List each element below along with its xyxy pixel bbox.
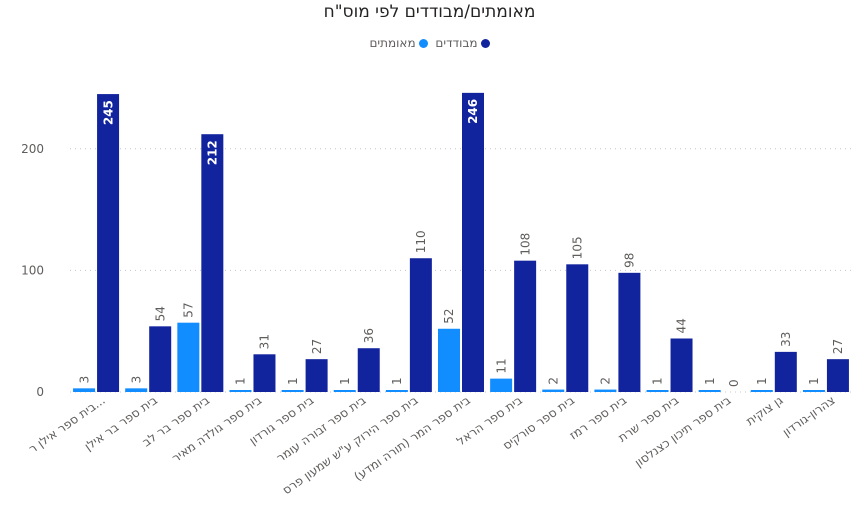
data-label: 27 [831, 339, 845, 354]
data-label: 108 [518, 233, 532, 256]
bar [253, 354, 276, 392]
bar [826, 359, 849, 392]
bar [594, 389, 617, 392]
chart-title: מאומתים/מבודדים לפי מוס"ח [323, 2, 536, 22]
bar [177, 322, 200, 392]
data-label: 1 [338, 377, 352, 385]
data-label: 1 [755, 377, 769, 385]
data-label: 57 [182, 302, 196, 317]
data-label: 1 [390, 377, 404, 385]
legend-label-isolated: מבודדים [435, 36, 478, 50]
legend-item-isolated[interactable]: מבודדים [435, 36, 490, 50]
chart-legend: מבודדים מאומתים [0, 36, 859, 51]
bar [385, 390, 408, 392]
data-label: 44 [675, 318, 689, 333]
bar [618, 272, 641, 392]
bar [97, 94, 120, 392]
data-label: 3 [77, 376, 91, 384]
bar [670, 338, 693, 392]
bar [750, 390, 773, 392]
bar [490, 378, 513, 392]
bar [73, 388, 96, 392]
bar [542, 389, 565, 392]
data-label: 1 [234, 377, 248, 385]
data-label: 1 [651, 377, 665, 385]
bar [698, 390, 721, 392]
data-label: 246 [466, 99, 480, 124]
bar [125, 388, 148, 392]
y-tick-label: 200 [21, 142, 44, 156]
data-label: 245 [101, 100, 115, 125]
legend-marker-confirmed [418, 38, 428, 48]
data-label: 36 [362, 328, 376, 343]
data-label: 1 [703, 377, 717, 385]
data-label: 0 [727, 379, 741, 387]
bar [646, 390, 669, 392]
data-label: 11 [494, 358, 508, 373]
bar [802, 390, 825, 392]
bar [149, 326, 172, 392]
x-tick-label: גן צוקית [743, 393, 785, 428]
legend-label-confirmed: מאומתים [369, 36, 416, 50]
bar [333, 390, 356, 392]
data-label: 1 [286, 377, 300, 385]
data-label: 3 [129, 376, 143, 384]
bar [514, 260, 537, 392]
data-label: 212 [206, 140, 220, 165]
data-label: 33 [779, 332, 793, 347]
bar [357, 348, 380, 392]
data-label: 105 [570, 236, 584, 259]
data-label: 1 [807, 377, 821, 385]
data-label: 2 [599, 377, 613, 385]
bar [201, 134, 224, 392]
y-tick-label: 0 [36, 385, 44, 399]
bar [774, 351, 797, 392]
x-tick-label: בית ספר זבורה עומר [274, 393, 369, 465]
legend-marker-isolated [480, 38, 490, 48]
data-label: 2 [546, 377, 560, 385]
bar [409, 258, 432, 392]
x-tick-label: צהרון-גורדון [780, 393, 838, 439]
x-tick-label: בית ספר גולדה מאיר [169, 393, 264, 465]
bar [438, 328, 460, 392]
data-label: 27 [310, 339, 324, 354]
bar [281, 390, 304, 392]
legend-item-confirmed[interactable]: מאומתים [369, 36, 428, 50]
x-tick-label: בית ספר תיכון כצנלסון [632, 393, 733, 470]
data-label: 52 [442, 308, 456, 323]
data-label: 54 [153, 306, 167, 321]
data-label: 98 [623, 253, 637, 268]
bar [305, 359, 328, 392]
data-label: 31 [258, 334, 272, 349]
data-label: 110 [414, 230, 428, 253]
bar [229, 390, 252, 392]
y-tick-label: 100 [21, 263, 44, 277]
bar [462, 92, 484, 392]
bar [566, 264, 589, 392]
